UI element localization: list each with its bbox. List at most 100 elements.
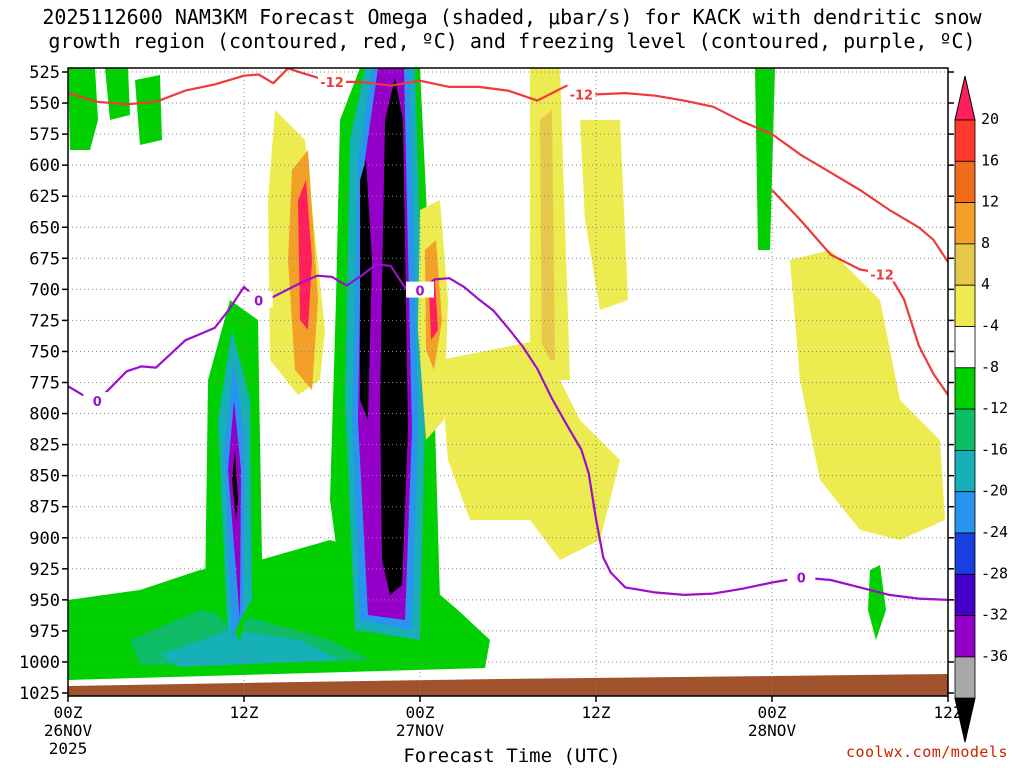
omega-shading [68,68,948,696]
contour-label-bg [318,72,346,89]
colorbar-swatch [954,119,976,162]
x-tick-label: 12Z [230,703,259,722]
omega-region-black-col2b [360,160,372,420]
colorbar-label: -8 [981,358,999,376]
freezing-level-contour [68,263,948,601]
y-tick-label: 850 [29,467,60,487]
y-tick-label: 950 [29,591,60,611]
omega-region-green-small [868,565,886,640]
colorbar-label: 8 [981,234,990,252]
y-tick-label: 600 [29,156,60,176]
colorbar-label: -32 [981,606,1008,624]
colorbar-label: -28 [981,564,1008,582]
contour-label: -12 [570,88,594,103]
colorbar-label: 20 [981,110,999,128]
colorbar-swatch [954,491,976,534]
colorbar-swatch [954,202,976,245]
omega-region-cyan-low [160,630,340,667]
colorbar-label: -12 [981,399,1008,417]
omega-region-green-right [755,68,775,250]
contour-label: -12 [320,76,344,91]
colorbar-swatch [954,243,976,286]
y-tick-label: 900 [29,529,60,549]
y-tick-label: 1025 [19,684,60,704]
omega-region-yellow-e [580,120,628,310]
colorbar-swatch [954,449,976,493]
omega-region-yellow-d [440,340,620,560]
credit-text: coolwx.com/models [845,743,1008,761]
y-tick-label: 525 [29,63,60,83]
x-tick-date: 26NOV [44,721,93,740]
colorbar-swatch [954,532,976,575]
colorbar-swatch [954,408,976,451]
colorbar-swatch [954,656,976,699]
omega-region-black-col1 [232,450,238,520]
omega-region-orange-c [540,110,555,360]
y-tick-label: 625 [29,187,60,207]
contour-label: 0 [93,395,102,410]
x-tick-year: 2025 [49,739,88,758]
contour-label-bg [244,291,273,308]
contour-labels: 0 0 0 0 -12 -12 -12 [83,72,896,586]
terrain-ground [68,674,948,696]
colorbar-swatch [954,284,976,327]
y-tick-label: 575 [29,125,60,145]
colorbar-swatch [954,367,976,410]
y-tick-label: 825 [29,436,60,456]
x-axis-title: Forecast Time (UTC) [403,745,621,767]
dendritic-minus12-contour [68,68,948,263]
y-tick-label: 750 [29,342,60,362]
y-tick-label: 775 [29,374,60,394]
omega-region-red-a [298,180,312,330]
contour-label-bg [83,392,112,409]
y-tick-label: 550 [29,94,60,114]
y-tick-label: 875 [29,498,60,518]
colorbar-label: 12 [981,193,999,211]
y-tick-label: 925 [29,560,60,580]
colorbar-swatch [954,573,976,616]
contour-label-bg [406,281,434,298]
x-tick-label: 12Z [934,703,963,722]
y-tick-label: 650 [29,218,60,238]
contour-label: -12 [870,268,894,283]
contour-label: 0 [415,285,424,300]
contour-label-bg [868,265,896,282]
colorbar-bottom-arrow [954,697,976,743]
colorbar-swatch [954,326,976,369]
colorbar-label: -20 [981,482,1008,500]
x-tick-label: 00Z [406,703,435,722]
contour-label: 0 [797,571,806,586]
contour-label-bg [567,85,596,102]
colorbar: 20 16 12 8 4 -4 -8 -12 -16 -20 -24 -28 -32 -36 [954,75,1008,743]
x-tick-label: 12Z [582,703,611,722]
colorbar-swatch [954,615,976,658]
colorbar-label: -24 [981,523,1008,541]
omega-region-yellow-f [790,250,945,540]
colorbar-label: -4 [981,317,999,335]
contour-label: 0 [254,295,263,310]
omega-region-black-col2 [380,78,408,595]
x-tick-label: 00Z [758,703,787,722]
omega-region-purple-col1 [228,400,241,620]
colorbar-label: -36 [981,647,1008,665]
x-tick-date: 28NOV [748,721,797,740]
y-tick-label: 975 [29,622,60,642]
y-tick-label: 700 [29,280,60,300]
colorbar-swatch [954,160,976,204]
omega-region-green-tl3 [135,75,162,145]
colorbar-top-arrow [954,75,976,121]
y-tick-label: 1000 [19,653,60,673]
y-tick-label: 800 [29,405,60,425]
chart-title-line2: growth region (contoured, red, ºC) and f… [48,29,976,53]
colorbar-label: 4 [981,275,990,293]
contour-label-bg [787,568,816,585]
colorbar-label: 16 [981,151,999,169]
omega-region-green-tl2 [105,68,130,120]
y-tick-label: 675 [29,249,60,269]
x-tick-label: 00Z [54,703,83,722]
x-tick-date: 27NOV [396,721,445,740]
chart-title-line1: 2025112600 NAM3KM Forecast Omega (shaded… [42,5,982,29]
colorbar-label: -16 [981,440,1008,458]
